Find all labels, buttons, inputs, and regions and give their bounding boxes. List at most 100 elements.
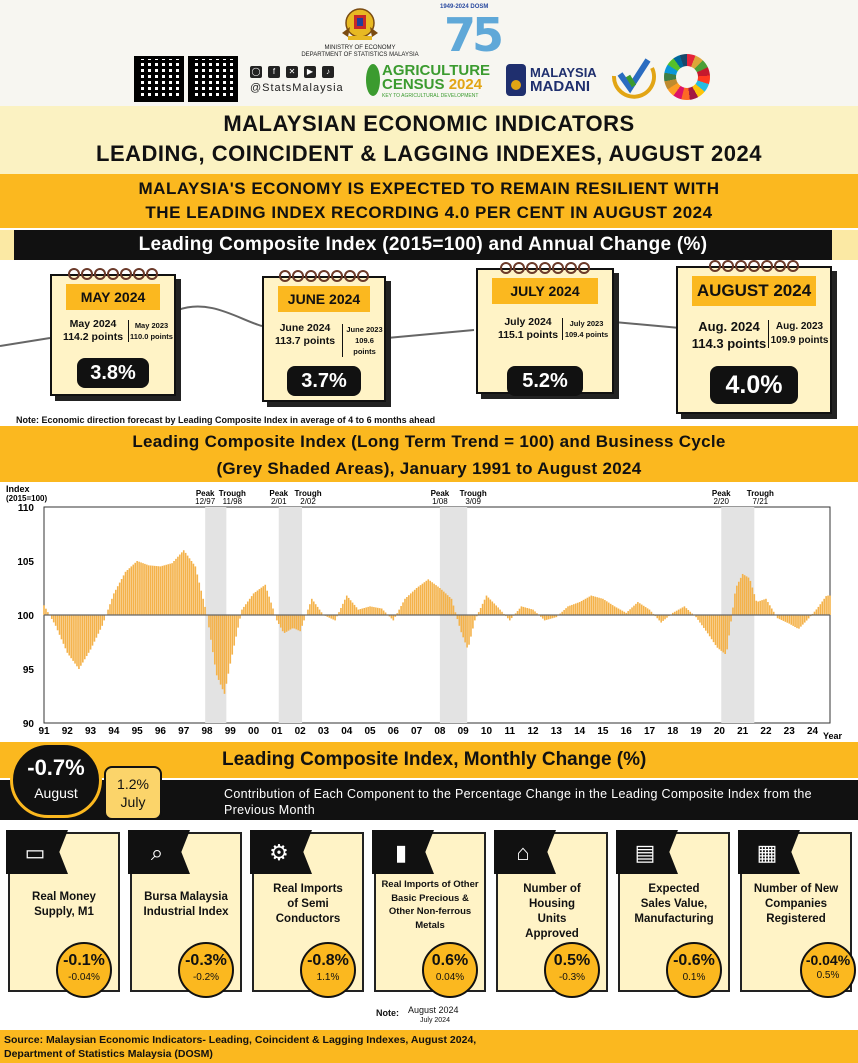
component-august-change: -0.04% [805, 952, 851, 968]
wallet-icon: ▭ [24, 840, 46, 865]
component-july-change: -0.04% [68, 972, 100, 983]
trough-date: 2/02 [300, 497, 316, 506]
tiktok-icon[interactable]: ♪ [322, 66, 334, 78]
component-july-change: -0.2% [192, 972, 220, 983]
card-august-2024: AUGUST 2024 Aug. 2024 114.3 points Aug. … [676, 260, 832, 414]
malaysia-madani-logo: MALAYSIA MADANI [504, 62, 608, 98]
card-month: AUGUST 2024 [692, 276, 816, 306]
dosm-years: 1949-2024 DOSM [440, 4, 489, 10]
x-tick-label: 10 [481, 726, 493, 737]
x-tick-label: 16 [621, 726, 633, 737]
header: MINISTRY OF ECONOMY DEPARTMENT OF STATIS… [0, 0, 858, 106]
card-current-label: Aug. 2024 [698, 319, 760, 334]
bar-accent-left [0, 230, 14, 260]
x-tick-label: 05 [364, 726, 376, 737]
x-tick-label: 15 [597, 726, 609, 737]
card-month: MAY 2024 [66, 284, 160, 310]
card-previous-value: 110.0 points [130, 332, 173, 341]
qr-code-icon[interactable] [134, 56, 184, 102]
instagram-icon[interactable]: ◯ [250, 66, 262, 78]
agriculture-census-logo: AGRICULTURE CENSUS 2024 KEY TO AGRICULTU… [366, 62, 500, 100]
component-name: Number of Housing Units Approved [523, 883, 581, 940]
card-annual-change: 3.7% [287, 366, 361, 396]
component-name: Number of New Companies Registered [753, 883, 839, 925]
x-tick-label: 02 [295, 726, 307, 737]
card-previous-label: May 2023 [134, 321, 169, 330]
component-august-change: -0.3% [185, 952, 227, 969]
component-flag [128, 830, 190, 874]
card-previous: May 2023 110.0 points [128, 320, 174, 342]
x-tick-label: 98 [201, 726, 213, 737]
facebook-icon[interactable]: f [268, 66, 280, 78]
peak-date: 1/08 [432, 497, 448, 506]
long-term-title-line1: Leading Composite Index (Long Term Trend… [132, 432, 726, 451]
card-previous-label: Aug. 2023 [775, 321, 824, 332]
card-current-label: June 2024 [279, 322, 331, 334]
building-icon: ▦ [756, 840, 778, 865]
x-tick-label: 97 [178, 726, 190, 737]
annual-section-title: Leading Composite Index (2015=100) and A… [14, 230, 832, 260]
long-term-title-line2: (Grey Shaded Areas), January 1991 to Aug… [216, 459, 642, 478]
ministry-label: MINISTRY OF ECONOMY DEPARTMENT OF STATIS… [282, 45, 438, 59]
card-previous: Aug. 2023 109.9 points [768, 320, 830, 348]
madani-line2: MADANI [530, 78, 590, 95]
qr-code-icon[interactable] [188, 56, 238, 102]
x-tick-label: 96 [155, 726, 167, 737]
agri-line1: AGRICULTURE [382, 62, 491, 79]
august-change-value: -0.7% [27, 755, 85, 780]
x-tick-label: 94 [108, 726, 120, 737]
component-august-change: -0.8% [307, 952, 349, 969]
trough-label: Trough [747, 489, 774, 498]
chip-icon: ⚙ [269, 840, 289, 865]
spiral-rings-icon [68, 268, 158, 280]
component-flag [250, 830, 312, 874]
component-flag [738, 830, 800, 874]
months-note-label: Note: [376, 1008, 399, 1018]
headline-line1: MALAYSIA'S ECONOMY IS EXPECTED TO REMAIN… [138, 179, 720, 198]
card-current-label: July 2024 [504, 316, 552, 328]
card-month: JULY 2024 [492, 278, 598, 304]
july-change-value: 1.2% [117, 776, 149, 792]
card-previous-value: 109.9 points [770, 335, 829, 346]
source-line1: Source: Malaysian Economic Indicators- L… [4, 1034, 477, 1046]
peak-label: Peak [431, 489, 450, 498]
component-july-change: -0.3% [558, 972, 586, 983]
forecast-note: Note: Economic direction forecast by Lea… [16, 415, 436, 425]
component-housing-units: ⌂ Number of Housing Units Approved 0.5% … [494, 830, 608, 998]
card-annual-change: 3.8% [77, 358, 149, 388]
months-note-bottom: July 2024 [420, 1017, 450, 1024]
component-name: Real Imports of Semi Conductors [273, 883, 343, 925]
title-line2: LEADING, COINCIDENT & LAGGING INDEXES, A… [96, 141, 762, 166]
youtube-icon[interactable]: ▶ [304, 66, 316, 78]
monthly-change-title: Leading Composite Index, Monthly Change … [222, 749, 647, 770]
agri-census: CENSUS [382, 76, 445, 93]
card-current-value: 114.2 points [62, 331, 124, 343]
agri-line2: CENSUS 2024 [382, 76, 482, 93]
headline-banner: MALAYSIA'S ECONOMY IS EXPECTED TO REMAIN… [0, 174, 858, 228]
months-note-top: August 2024 [408, 1005, 459, 1015]
spiral-rings-icon [500, 262, 590, 274]
x-tick-label: 22 [760, 726, 772, 737]
card-previous-value: 109.6 points [353, 336, 376, 356]
card-current: Aug. 2024 114.3 points [688, 318, 770, 352]
sdg-wheel-icon [664, 54, 710, 100]
july-change-badge: 1.2% July [104, 766, 162, 820]
card-current-value: 115.1 points [497, 329, 559, 341]
x-tick-label: 21 [737, 726, 749, 737]
card-current: June 2024 113.7 points [268, 322, 342, 348]
card-may-2024: MAY 2024 May 2024 114.2 points May 2023 … [50, 268, 176, 396]
component-august-change: -0.1% [63, 952, 105, 969]
component-july-change: 0.5% [816, 970, 840, 981]
x-tick-label: 24 [807, 726, 819, 737]
component-change-circle: -0.1% -0.04% [56, 942, 112, 998]
x-icon[interactable]: ✕ [286, 66, 298, 78]
card-june-2024: JUNE 2024 June 2024 113.7 points June 20… [262, 270, 386, 402]
august-label: August [34, 785, 78, 801]
component-flag [494, 830, 556, 874]
spiral-rings-icon [709, 260, 799, 272]
source-footer: Source: Malaysian Economic Indicators- L… [0, 1030, 858, 1063]
card-current-value: 113.7 points [274, 335, 336, 347]
card-current-value: 114.3 points [691, 336, 767, 351]
ministry-line: MINISTRY OF ECONOMY [324, 45, 396, 51]
component-july-change: 0.04% [435, 972, 465, 983]
